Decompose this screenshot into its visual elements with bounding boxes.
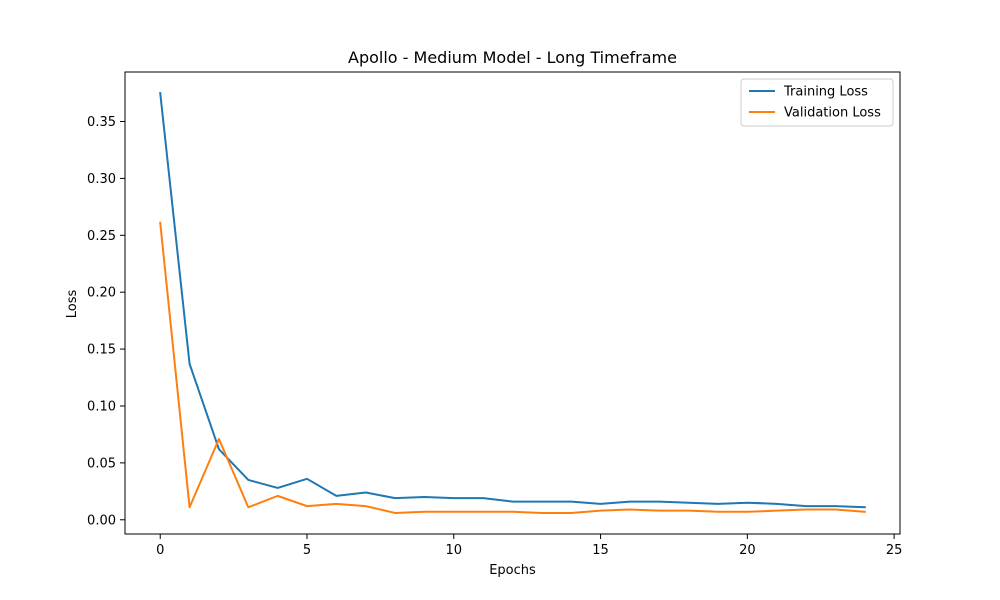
y-tick-label: 0.05 [87, 456, 116, 471]
x-tick-label: 10 [446, 543, 463, 558]
y-tick-label: 0.20 [87, 286, 116, 301]
series-line-validation-loss [159, 221, 866, 514]
plot-frame [124, 71, 901, 535]
y-tick-label: 0.00 [87, 513, 116, 528]
series-line-training-loss [159, 91, 866, 509]
x-tick-label: 15 [592, 543, 609, 558]
x-tick-label: 20 [739, 543, 756, 558]
y-axis-label: Loss [65, 290, 80, 319]
x-tick-label: 25 [886, 543, 903, 558]
x-axis-label: Epochs [489, 563, 536, 578]
y-tick-label: 0.30 [87, 172, 116, 187]
legend-label: Validation Loss [784, 106, 881, 121]
x-tick-label: 5 [303, 543, 311, 558]
y-tick-label: 0.35 [87, 115, 116, 130]
y-tick-label: 0.15 [87, 343, 116, 358]
chart-title: Apollo - Medium Model - Long Timeframe [348, 48, 677, 67]
x-tick-label: 0 [156, 543, 164, 558]
plot-area: 0 5 10 15 20 25 0.00 0.05 0.10 0.15 0.20 0.25 0.30 0.… [87, 71, 903, 558]
legend-box [740, 78, 894, 127]
legend-label: Training Loss [783, 85, 868, 100]
y-tick-label: 0.10 [87, 399, 116, 414]
y-tick-label: 0.25 [87, 229, 116, 244]
